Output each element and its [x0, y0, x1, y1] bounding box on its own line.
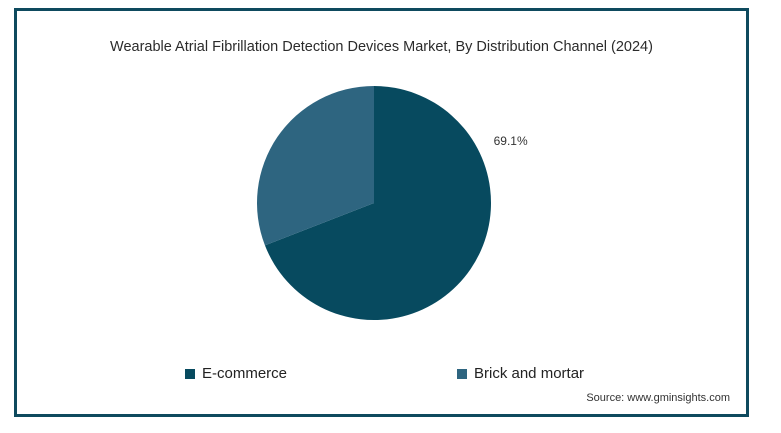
pie-chart: 69.1%: [257, 86, 528, 320]
legend-swatch-e-commerce: [185, 368, 195, 379]
chart-frame: Wearable Atrial Fibrillation Detection D…: [14, 8, 749, 417]
pie-slice-e-commerce: [264, 86, 491, 320]
pie-slice-brick-and-mortar: [257, 86, 374, 246]
legend-label-brick-and-mortar: Brick and mortar: [474, 365, 585, 382]
legend-swatch-brick-and-mortar: [457, 368, 467, 379]
data-label-e-commerce: 69.1%: [494, 134, 528, 148]
source-note: Source: www.gminsights.com: [586, 392, 730, 404]
legend-item-e-commerce: E-commerce: [185, 365, 287, 382]
legend-label-e-commerce: E-commerce: [202, 365, 288, 382]
legend-item-brick-and-mortar: Brick and mortar: [457, 365, 584, 382]
chart-title: Wearable Atrial Fibrillation Detection D…: [110, 39, 653, 55]
